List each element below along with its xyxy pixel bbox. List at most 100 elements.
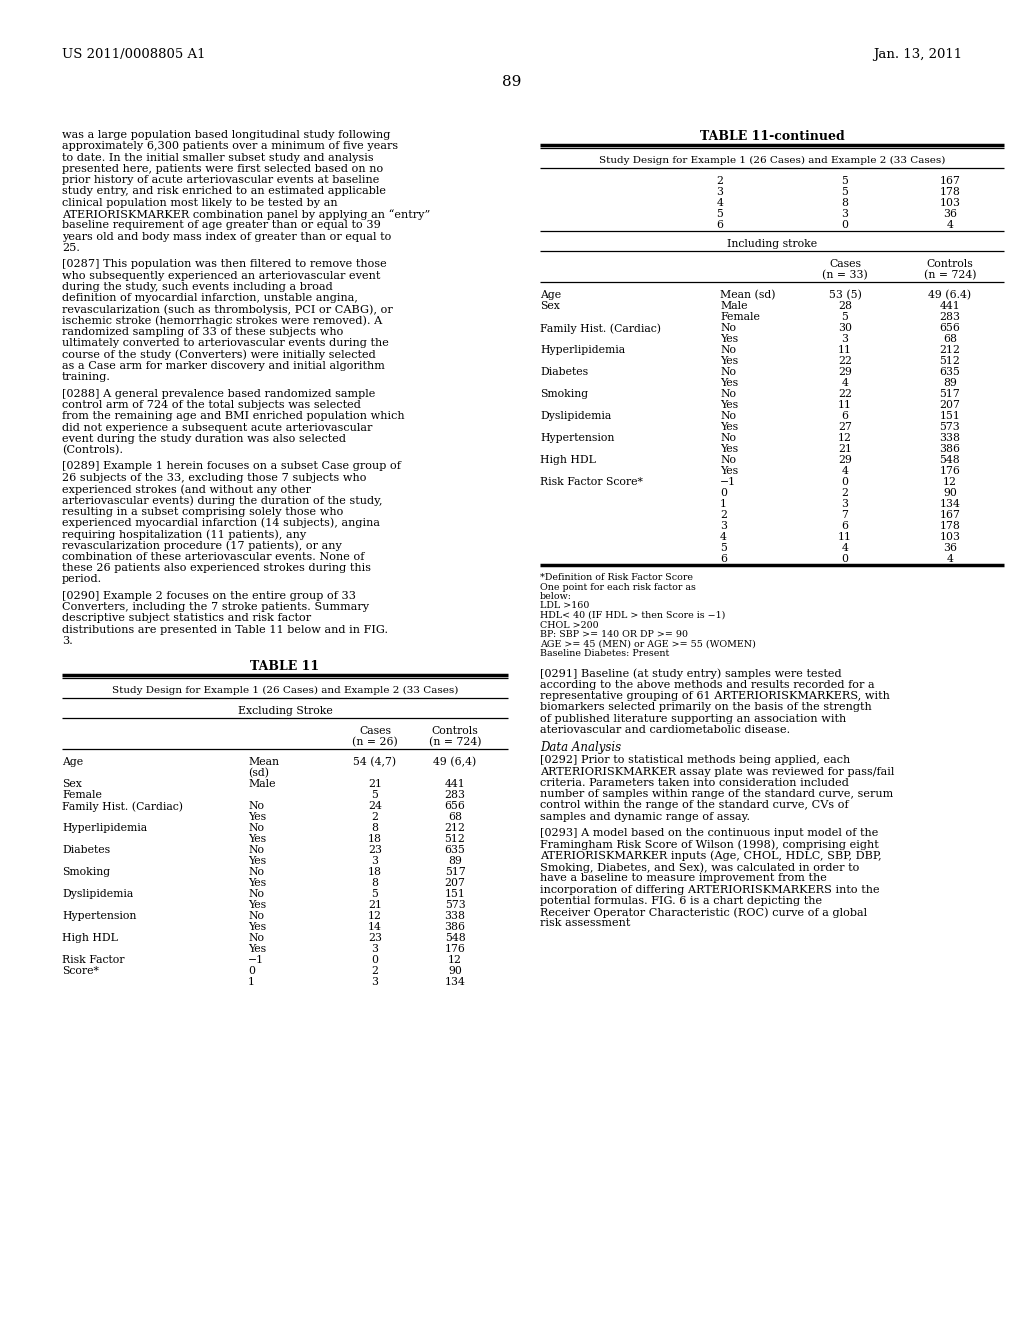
Text: 23: 23 <box>368 933 382 944</box>
Text: 3: 3 <box>842 334 849 345</box>
Text: 54 (4,7): 54 (4,7) <box>353 758 396 767</box>
Text: (n = 26): (n = 26) <box>352 737 398 747</box>
Text: experienced myocardial infarction (14 subjects), angina: experienced myocardial infarction (14 su… <box>62 517 380 528</box>
Text: Excluding Stroke: Excluding Stroke <box>238 706 333 717</box>
Text: 18: 18 <box>368 834 382 845</box>
Text: US 2011/0008805 A1: US 2011/0008805 A1 <box>62 48 206 61</box>
Text: presented here, patients were first selected based on no: presented here, patients were first sele… <box>62 164 383 174</box>
Text: to date. In the initial smaller subset study and analysis: to date. In the initial smaller subset s… <box>62 153 374 162</box>
Text: 29: 29 <box>838 367 852 378</box>
Text: Diabetes: Diabetes <box>540 367 588 378</box>
Text: [0292] Prior to statistical methods being applied, each: [0292] Prior to statistical methods bein… <box>540 755 850 766</box>
Text: ATERIORISKMARKER inputs (Age, CHOL, HDLC, SBP, DBP,: ATERIORISKMARKER inputs (Age, CHOL, HDLC… <box>540 850 882 861</box>
Text: Female: Female <box>62 791 101 800</box>
Text: 26 subjects of the 33, excluding those 7 subjects who: 26 subjects of the 33, excluding those 7… <box>62 473 367 483</box>
Text: 8: 8 <box>842 198 849 209</box>
Text: Smoking, Diabetes, and Sex), was calculated in order to: Smoking, Diabetes, and Sex), was calcula… <box>540 862 859 873</box>
Text: Diabetes: Diabetes <box>62 845 111 855</box>
Text: No: No <box>720 367 736 378</box>
Text: 12: 12 <box>838 433 852 444</box>
Text: 517: 517 <box>940 389 961 399</box>
Text: (sd): (sd) <box>248 768 269 779</box>
Text: 49 (6,4): 49 (6,4) <box>433 758 476 767</box>
Text: 2: 2 <box>842 488 849 498</box>
Text: Sex: Sex <box>62 779 82 789</box>
Text: 512: 512 <box>444 834 466 845</box>
Text: TABLE 11: TABLE 11 <box>251 660 319 673</box>
Text: [0289] Example 1 herein focuses on a subset Case group of: [0289] Example 1 herein focuses on a sub… <box>62 462 400 471</box>
Text: ischemic stroke (hemorrhagic strokes were removed). A: ischemic stroke (hemorrhagic strokes wer… <box>62 315 382 326</box>
Text: −1: −1 <box>720 477 736 487</box>
Text: 5: 5 <box>720 543 727 553</box>
Text: 0: 0 <box>842 477 849 487</box>
Text: according to the above methods and results recorded for a: according to the above methods and resul… <box>540 680 874 690</box>
Text: Family Hist. (Cardiac): Family Hist. (Cardiac) <box>540 323 662 334</box>
Text: [0287] This population was then filtered to remove those: [0287] This population was then filtered… <box>62 259 387 269</box>
Text: 3.: 3. <box>62 636 73 645</box>
Text: 0: 0 <box>842 220 849 230</box>
Text: [0288] A general prevalence based randomized sample: [0288] A general prevalence based random… <box>62 388 376 399</box>
Text: Hypertension: Hypertension <box>62 911 136 921</box>
Text: *Definition of Risk Factor Score: *Definition of Risk Factor Score <box>540 573 693 582</box>
Text: 134: 134 <box>444 977 466 987</box>
Text: 635: 635 <box>940 367 961 378</box>
Text: No: No <box>248 824 264 833</box>
Text: definition of myocardial infarction, unstable angina,: definition of myocardial infarction, uns… <box>62 293 357 304</box>
Text: Sex: Sex <box>540 301 560 312</box>
Text: 90: 90 <box>449 966 462 977</box>
Text: Mean: Mean <box>248 758 279 767</box>
Text: as a Case arm for marker discovery and initial algorithm: as a Case arm for marker discovery and i… <box>62 360 385 371</box>
Text: 573: 573 <box>444 900 465 911</box>
Text: Dyslipidemia: Dyslipidemia <box>62 890 133 899</box>
Text: 151: 151 <box>444 890 466 899</box>
Text: Converters, including the 7 stroke patients. Summary: Converters, including the 7 stroke patie… <box>62 602 369 612</box>
Text: 6: 6 <box>842 521 849 531</box>
Text: randomized sampling of 33 of these subjects who: randomized sampling of 33 of these subje… <box>62 327 343 337</box>
Text: 4: 4 <box>842 466 849 477</box>
Text: Baseline Diabetes: Present: Baseline Diabetes: Present <box>540 649 670 657</box>
Text: control within the range of the standard curve, CVs of: control within the range of the standard… <box>540 800 849 810</box>
Text: 0: 0 <box>842 554 849 564</box>
Text: biomarkers selected primarily on the basis of the strength: biomarkers selected primarily on the bas… <box>540 702 871 713</box>
Text: Yes: Yes <box>248 857 266 866</box>
Text: Yes: Yes <box>720 378 738 388</box>
Text: prior history of acute arteriovascular events at baseline: prior history of acute arteriovascular e… <box>62 176 379 185</box>
Text: 0: 0 <box>720 488 727 498</box>
Text: descriptive subject statistics and risk factor: descriptive subject statistics and risk … <box>62 614 311 623</box>
Text: 3: 3 <box>372 977 379 987</box>
Text: during the study, such events including a broad: during the study, such events including … <box>62 282 333 292</box>
Text: Receiver Operator Characteristic (ROC) curve of a global: Receiver Operator Characteristic (ROC) c… <box>540 907 867 917</box>
Text: Male: Male <box>720 301 748 312</box>
Text: Yes: Yes <box>248 878 266 888</box>
Text: 7: 7 <box>842 510 849 520</box>
Text: requiring hospitalization (11 patients), any: requiring hospitalization (11 patients),… <box>62 529 306 540</box>
Text: 151: 151 <box>940 411 961 421</box>
Text: Smoking: Smoking <box>62 867 111 878</box>
Text: 53 (5): 53 (5) <box>828 290 861 301</box>
Text: 207: 207 <box>444 878 466 888</box>
Text: representative grouping of 61 ARTERIORISKMARKERS, with: representative grouping of 61 ARTERIORIS… <box>540 692 890 701</box>
Text: 68: 68 <box>943 334 957 345</box>
Text: Dyslipidemia: Dyslipidemia <box>540 411 611 421</box>
Text: 5: 5 <box>372 890 379 899</box>
Text: training.: training. <box>62 372 111 383</box>
Text: 49 (6.4): 49 (6.4) <box>929 290 972 301</box>
Text: 176: 176 <box>940 466 961 477</box>
Text: (n = 724): (n = 724) <box>924 271 976 280</box>
Text: Smoking: Smoking <box>540 389 588 399</box>
Text: 22: 22 <box>838 356 852 366</box>
Text: have a baseline to measure improvement from the: have a baseline to measure improvement f… <box>540 874 826 883</box>
Text: revascularization procedure (17 patients), or any: revascularization procedure (17 patients… <box>62 540 342 550</box>
Text: 167: 167 <box>940 510 961 520</box>
Text: who subsequently experienced an arteriovascular event: who subsequently experienced an arteriov… <box>62 271 380 281</box>
Text: revascularization (such as thrombolysis, PCI or CABG), or: revascularization (such as thrombolysis,… <box>62 305 393 315</box>
Text: 27: 27 <box>838 422 852 432</box>
Text: ultimately converted to arteriovascular events during the: ultimately converted to arteriovascular … <box>62 338 389 348</box>
Text: Age: Age <box>62 758 83 767</box>
Text: Yes: Yes <box>720 466 738 477</box>
Text: 8: 8 <box>372 878 379 888</box>
Text: 635: 635 <box>444 845 466 855</box>
Text: ARTERIORISKMARKER assay plate was reviewed for pass/fail: ARTERIORISKMARKER assay plate was review… <box>540 767 894 776</box>
Text: 1: 1 <box>720 499 727 510</box>
Text: Cases: Cases <box>829 259 861 269</box>
